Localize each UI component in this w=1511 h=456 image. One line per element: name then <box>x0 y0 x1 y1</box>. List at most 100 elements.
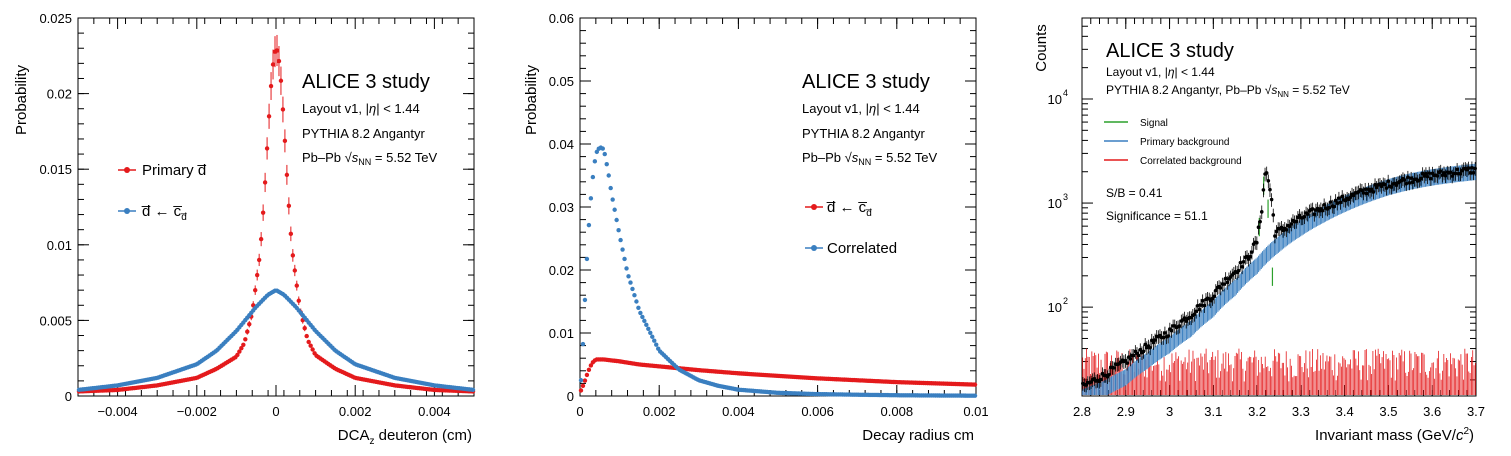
annotation-generator: PYTHIA 8.2 Angantyr <box>802 126 926 141</box>
x-tick-label: 0.01 <box>963 404 988 419</box>
data-point <box>1340 194 1345 199</box>
x-axis-label: Invariant mass (GeV/c2) <box>1315 426 1474 444</box>
data-point <box>1222 282 1226 286</box>
legend-entry: Correlated background <box>1140 156 1242 167</box>
annotation-system: Pb–Pb √sNN = 5.52 TeV <box>302 150 438 167</box>
data-point <box>1402 178 1407 182</box>
data-point <box>1406 175 1410 180</box>
legend-entry: Signal <box>1140 118 1168 129</box>
data-point <box>1269 197 1274 202</box>
data-point <box>592 159 598 164</box>
data-point <box>972 393 978 398</box>
data-point <box>258 236 264 242</box>
data-point <box>1197 307 1202 312</box>
legend-entry: Primary background <box>1140 137 1229 148</box>
annotation-system: PYTHIA 8.2 Angantyr, Pb–Pb √sNN = 5.52 T… <box>1106 83 1350 99</box>
x-tick-label: 3.6 <box>1423 404 1441 419</box>
data-point <box>1284 227 1289 232</box>
data-point <box>1123 358 1128 363</box>
data-point <box>302 325 307 331</box>
data-point <box>1279 225 1284 230</box>
data-point <box>1471 170 1476 175</box>
data-point <box>1468 171 1473 175</box>
data-point <box>284 172 290 178</box>
data-point <box>654 342 659 347</box>
data-point <box>582 297 588 303</box>
data-point <box>1202 303 1207 308</box>
data-point <box>1363 187 1367 192</box>
data-point <box>1302 214 1307 219</box>
data-point <box>1338 200 1343 205</box>
legend-entry: d̅ ← c̅d̅ <box>141 203 187 223</box>
data-point <box>1373 182 1377 187</box>
data-point <box>247 321 252 327</box>
y-tick-label: 0.005 <box>39 313 72 328</box>
x-tick-label: 0 <box>576 404 583 419</box>
data-point <box>1365 191 1369 196</box>
y-axis-label: Counts <box>1033 24 1050 72</box>
x-tick-label: 0.004 <box>722 404 755 419</box>
x-tick-label: 0.008 <box>881 404 914 419</box>
data-point <box>1177 324 1182 328</box>
data-point <box>1453 171 1458 176</box>
data-point <box>1289 222 1294 226</box>
data-point <box>1438 169 1443 173</box>
data-point <box>1192 312 1197 317</box>
data-point <box>1245 254 1249 259</box>
x-tick-label: 3 <box>1166 404 1173 419</box>
data-point <box>239 345 244 351</box>
data-point <box>586 222 592 228</box>
y-tick-exponent: 3 <box>1063 192 1068 202</box>
data-point <box>1473 166 1477 171</box>
data-point <box>1328 200 1333 204</box>
data-point <box>1312 212 1317 217</box>
data-point <box>268 83 274 89</box>
data-point <box>630 286 635 292</box>
data-point <box>1136 353 1141 358</box>
data-point <box>1386 179 1390 183</box>
x-tick-label: 2.8 <box>1073 404 1091 419</box>
data-point <box>1389 185 1394 189</box>
data-point <box>1112 366 1116 370</box>
legend-marker <box>124 167 130 173</box>
data-point <box>304 333 309 339</box>
data-point <box>1273 234 1277 238</box>
data-point <box>292 268 298 273</box>
data-point <box>1455 167 1459 172</box>
y-tick-label: 0.04 <box>549 137 574 152</box>
data-point <box>286 203 292 209</box>
data-point <box>594 149 600 155</box>
data-point <box>608 185 613 191</box>
data-point <box>1163 331 1167 335</box>
data-point <box>1404 181 1409 186</box>
x-tick-label: 0.006 <box>801 404 834 419</box>
axis-ticks: −0.004 −0.002 0 0.002 0.004 0 0.005 0.01 0.015 0.… <box>39 11 475 419</box>
data-point <box>1240 264 1244 269</box>
data-point <box>1225 280 1230 285</box>
data-point <box>1125 361 1129 365</box>
data-point <box>1153 338 1157 342</box>
data-point <box>1259 210 1264 214</box>
data-point <box>306 339 311 345</box>
y-tick-label: 10 <box>1048 92 1062 107</box>
data-point <box>264 146 270 151</box>
x-tick-label: 2.9 <box>1117 404 1135 419</box>
y-tick-label: 10 <box>1048 196 1062 211</box>
annotation-title: ALICE 3 study <box>802 71 930 93</box>
data-point <box>288 231 294 237</box>
axis-ticks: 0 0.002 0.004 0.006 0.008 0.01 0 0.01 0.02 0.03 0.… <box>549 11 989 419</box>
data-point <box>1271 213 1276 217</box>
data-point <box>590 174 596 180</box>
legend: d̅ ← c̅d̅ Correlated <box>805 199 897 257</box>
data-point <box>280 107 286 112</box>
data-point <box>588 196 594 201</box>
data-point <box>1429 176 1433 181</box>
y-tick-label: 0 <box>567 389 574 404</box>
data-point <box>1410 180 1415 184</box>
x-axis-label: Decay radius cm <box>862 427 974 444</box>
data-point <box>1099 377 1103 382</box>
x-tick-label: 3.4 <box>1336 404 1354 419</box>
data-point <box>612 207 617 212</box>
data-point <box>1131 353 1136 358</box>
